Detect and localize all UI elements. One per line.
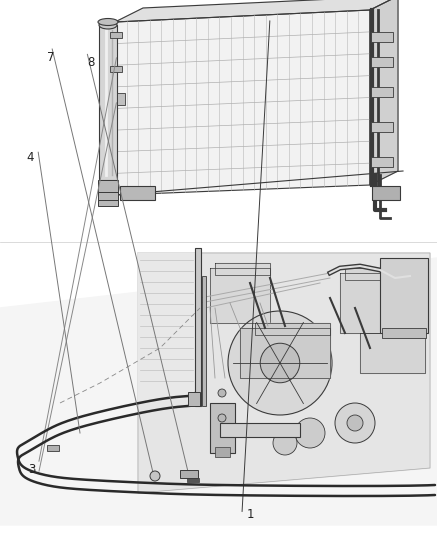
Polygon shape: [215, 263, 270, 275]
Circle shape: [218, 414, 226, 422]
Polygon shape: [98, 192, 118, 200]
Circle shape: [273, 431, 297, 455]
Text: 4: 4: [26, 151, 34, 164]
Bar: [372, 186, 400, 200]
Text: 7: 7: [47, 51, 55, 63]
Polygon shape: [345, 268, 425, 280]
Bar: [382, 328, 426, 338]
Polygon shape: [99, 25, 117, 180]
Bar: [110, 66, 122, 72]
Ellipse shape: [98, 19, 118, 26]
Bar: [371, 87, 393, 97]
Polygon shape: [98, 180, 118, 192]
Bar: [187, 478, 199, 482]
Polygon shape: [360, 333, 425, 373]
Circle shape: [260, 343, 300, 383]
Bar: [188, 392, 200, 406]
Bar: [195, 248, 201, 406]
Ellipse shape: [99, 21, 117, 29]
Polygon shape: [255, 323, 330, 335]
Text: 8: 8: [87, 56, 95, 69]
Bar: [120, 186, 155, 200]
Circle shape: [335, 403, 375, 443]
Polygon shape: [340, 273, 425, 333]
Polygon shape: [0, 258, 437, 525]
Bar: [210, 403, 235, 453]
Polygon shape: [370, 0, 398, 185]
Bar: [47, 445, 59, 451]
Bar: [215, 447, 230, 457]
Polygon shape: [98, 200, 118, 206]
Polygon shape: [138, 253, 430, 493]
Polygon shape: [115, 10, 370, 195]
Polygon shape: [115, 0, 398, 22]
Circle shape: [218, 389, 226, 397]
Bar: [202, 276, 206, 406]
Polygon shape: [210, 268, 270, 323]
Bar: [110, 32, 122, 38]
Bar: [371, 32, 393, 42]
Polygon shape: [138, 253, 195, 403]
Bar: [220, 423, 300, 437]
Text: 3: 3: [28, 463, 36, 475]
Circle shape: [347, 415, 363, 431]
Bar: [371, 57, 393, 67]
Polygon shape: [240, 328, 330, 378]
Bar: [371, 122, 393, 132]
Circle shape: [295, 418, 325, 448]
Text: 1: 1: [247, 508, 254, 521]
Bar: [117, 93, 125, 105]
Bar: [380, 258, 428, 333]
Bar: [180, 470, 198, 478]
Circle shape: [228, 311, 332, 415]
Circle shape: [150, 471, 160, 481]
Bar: [371, 157, 393, 167]
